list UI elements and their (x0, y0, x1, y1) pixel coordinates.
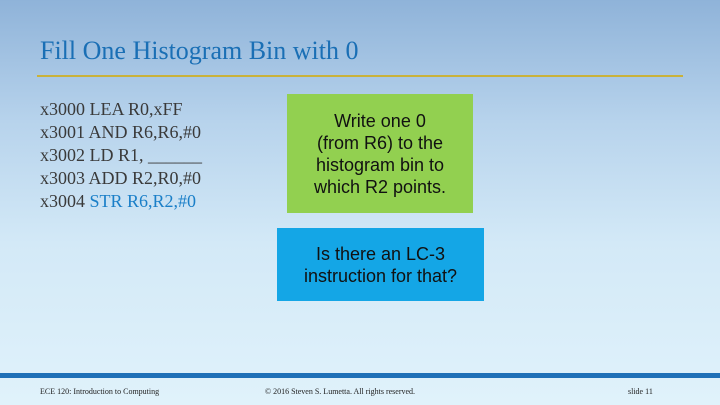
code-address: x3003 (40, 168, 85, 188)
footer-copyright: © 2016 Steven S. Lumetta. All rights res… (265, 387, 416, 396)
footer-course: ECE 120: Introduction to Computing (40, 387, 160, 396)
code-instruction-highlighted: STR R6,R2,#0 (89, 191, 197, 211)
code-line: x3001 AND R6,R6,#0 (40, 121, 202, 144)
code-address: x3000 (40, 99, 85, 119)
callout-write-zero: Write one 0 (from R6) to the histogram b… (287, 94, 473, 213)
code-line: x3002 LD R1, ______ (40, 144, 202, 167)
code-address: x3004 (40, 191, 85, 211)
title-divider (37, 75, 683, 77)
code-instruction: AND R6,R6,#0 (88, 122, 202, 142)
code-address: x3001 (40, 122, 85, 142)
footer-rule (0, 373, 720, 378)
callout-lc3-question-text: Is there an LC-3 instruction for that? (303, 243, 458, 286)
code-line: x3004 STR R6,R2,#0 (40, 190, 202, 213)
slide-title: Fill One Histogram Bin with 0 (40, 36, 359, 65)
code-instruction: ADD R2,R0,#0 (88, 168, 202, 188)
code-instruction: LD R1, ______ (89, 145, 203, 165)
code-address: x3002 (40, 145, 85, 165)
callout-write-zero-text: Write one 0 (from R6) to the histogram b… (313, 110, 447, 197)
callout-lc3-question: Is there an LC-3 instruction for that? (277, 228, 484, 301)
code-block: x3000 LEA R0,xFF x3001 AND R6,R6,#0 x300… (40, 98, 202, 213)
code-line: x3000 LEA R0,xFF (40, 98, 202, 121)
code-instruction: LEA R0,xFF (89, 99, 183, 119)
code-line: x3003 ADD R2,R0,#0 (40, 167, 202, 190)
footer-slide-number: slide 11 (628, 387, 653, 396)
